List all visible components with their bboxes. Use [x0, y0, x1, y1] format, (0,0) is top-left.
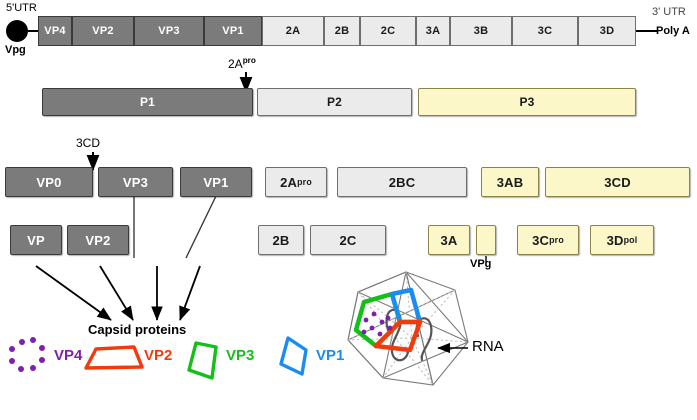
- capsid-vp2-shape: [373, 319, 423, 353]
- segment-vp1: VP1: [204, 16, 262, 46]
- capsid-arrow-2: [99, 265, 134, 321]
- label-3utr: 3' UTR: [652, 6, 686, 18]
- segment-label: 3AB: [496, 174, 524, 190]
- segment-vp3: VP3: [134, 16, 204, 46]
- segment-label: 3CD: [604, 174, 631, 190]
- segment-vp1: VP1: [180, 167, 252, 197]
- segment-3d: 3D pol: [590, 225, 654, 255]
- capsid-arrow-4: [179, 265, 201, 321]
- segment-vp4: VP4: [38, 16, 72, 46]
- capsid-vp1-shape: [389, 287, 423, 325]
- legend-vp2-trapezoid-icon: [84, 345, 144, 370]
- segment-label: 3D: [599, 25, 615, 37]
- segment-label: 2B: [272, 232, 290, 248]
- label-3cd-cleavage: 3CD: [76, 136, 101, 150]
- segment-3b: 3B: [450, 16, 512, 46]
- segment-2b: 2B: [258, 225, 304, 255]
- segment-2a: 2A pro: [265, 167, 327, 197]
- segment-3a: 3A: [428, 225, 470, 255]
- segment-label: VP3: [122, 174, 149, 190]
- segment-label-superscript: pol: [623, 235, 638, 245]
- segment-3c: 3C pro: [517, 225, 579, 255]
- segment-label: 3A: [425, 25, 441, 37]
- segment-2a: 2A: [262, 16, 324, 46]
- segment-label: P3: [519, 95, 535, 109]
- segment-label: P2: [326, 95, 343, 109]
- segment-label: VP3: [158, 25, 180, 37]
- segment-spacer: [476, 225, 496, 255]
- segment-p1: P1: [42, 88, 253, 116]
- segment-label: 2B: [334, 25, 350, 37]
- segment-3ab: 3AB: [481, 167, 539, 197]
- label-rna: RNA: [472, 338, 504, 355]
- segment-label: VP0: [36, 174, 62, 190]
- segment-2c: 2C: [360, 16, 416, 46]
- segment-label: 3C: [532, 232, 550, 248]
- segment-2b: 2B: [324, 16, 360, 46]
- segment-label: P1: [139, 95, 156, 109]
- segment-label: VP1: [203, 174, 229, 190]
- rna-strands: [385, 308, 433, 362]
- icosahedron-hidden-edges: [347, 271, 469, 386]
- segment-p2: P2: [257, 88, 412, 116]
- legend-vp4-dotted-ring-icon: [9, 337, 45, 372]
- segment-label: VP2: [85, 232, 111, 248]
- segment-3a: 3A: [416, 16, 450, 46]
- segment-label: 3A: [440, 232, 458, 248]
- segment-label: 2C: [339, 232, 357, 248]
- label-5utr: 5'UTR: [6, 2, 37, 14]
- legend-label-vp1: VP1: [316, 347, 345, 364]
- segment-label-superscript: pro: [549, 235, 564, 245]
- label-vpg: Vpg: [5, 44, 26, 56]
- label-2apro-sup: pro: [242, 56, 256, 65]
- icosahedron-wireframe: [347, 271, 469, 386]
- segment-p3: P3: [418, 88, 636, 116]
- legend-label-vp3: VP3: [226, 347, 255, 364]
- legend-vp1-wedge-icon: [279, 336, 308, 376]
- segment-3c: 3C: [512, 16, 578, 46]
- segment-label: 2BC: [388, 174, 416, 190]
- segment-vp0: VP0: [5, 167, 93, 197]
- segment-vp2: VP2: [67, 225, 129, 255]
- vpg-protein-icon: [6, 20, 28, 42]
- segment-label: VP: [27, 232, 45, 248]
- segment-label: VP1: [222, 25, 244, 37]
- segment-3cd: 3CD: [545, 167, 690, 197]
- label-vpg-small: VPg: [470, 258, 492, 270]
- legend-label-vp4: VP4: [54, 347, 83, 364]
- label-2apro-cleavage: 2Apro: [228, 56, 256, 71]
- legend-vp3-wedge-icon: [187, 341, 218, 380]
- label-capsid-proteins: Capsid proteins: [88, 322, 187, 337]
- segment-label: 2C: [380, 25, 396, 37]
- segment-2bc: 2BC: [337, 167, 467, 197]
- capsid-vp3-shape: [353, 291, 403, 349]
- segment-label: 2A: [285, 25, 301, 37]
- segment-label-superscript: pro: [297, 177, 312, 187]
- segment-label: 3D: [606, 232, 624, 248]
- segment-3d: 3D: [578, 16, 636, 46]
- segment-label: VP2: [92, 25, 114, 37]
- legend-label-vp2: VP2: [144, 347, 173, 364]
- segment-2c: 2C: [310, 225, 386, 255]
- segment-label: 2A: [280, 174, 298, 190]
- label-poly-a: Poly A: [656, 25, 690, 37]
- label-2apro-main: 2A: [228, 57, 243, 71]
- segment-vp: VP: [10, 225, 62, 255]
- capsid-vp4-dots: [361, 311, 393, 337]
- link-vp1-down: [185, 195, 217, 259]
- segment-label: 3B: [473, 25, 489, 37]
- segment-vp3: VP3: [98, 167, 173, 197]
- segment-label: VP4: [44, 25, 66, 37]
- segment-label: 3C: [537, 25, 553, 37]
- capsid-arrow-1: [35, 265, 112, 321]
- segment-vp2: VP2: [72, 16, 134, 46]
